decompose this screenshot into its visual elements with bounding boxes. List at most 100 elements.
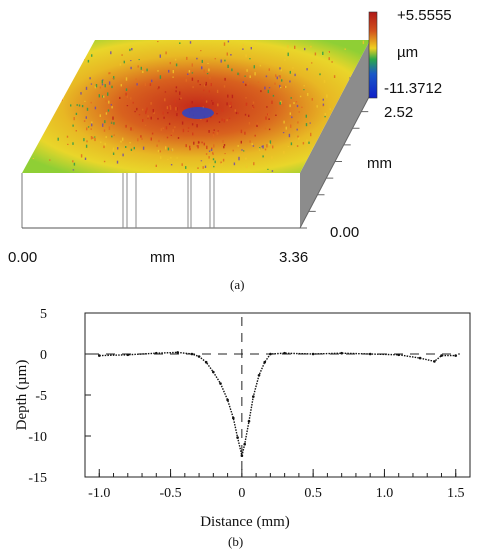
surface-speckle (166, 136, 169, 139)
surface-speckle (275, 114, 277, 116)
surface-speckle (147, 115, 149, 118)
surface-speckle (213, 135, 215, 139)
surface-speckle (266, 106, 268, 108)
surface-speckle (90, 83, 93, 85)
surface-speckle (256, 124, 258, 127)
surface-speckle (247, 83, 249, 86)
surface-speckle (224, 77, 226, 81)
surface-speckle (58, 42, 60, 45)
surface-speckle (204, 165, 207, 168)
surface-speckle (259, 64, 262, 67)
surface-speckle (257, 81, 260, 83)
surface-speckle (254, 72, 256, 76)
surface-speckle (237, 112, 239, 115)
surface-speckle (169, 106, 172, 110)
surface-speckle (306, 68, 308, 71)
surface-speckle (191, 72, 194, 74)
surface-speckle (100, 141, 102, 143)
surface-speckle (40, 51, 42, 54)
surface-speckle (152, 109, 154, 113)
surface-speckle (92, 136, 94, 139)
surface-speckle (85, 116, 87, 119)
surface-speckle (252, 145, 255, 147)
surface-speckle (83, 120, 86, 122)
surface-speckle (205, 100, 208, 103)
surface-speckle (26, 72, 29, 74)
depth-profile-point (368, 352, 372, 356)
surface-x-min-label: 0.00 (8, 249, 37, 266)
surface-speckle (185, 166, 187, 169)
surface-speckle (112, 147, 115, 151)
surface-speckle (296, 128, 298, 131)
surface-speckle (268, 68, 270, 71)
surface-speckle (125, 92, 127, 96)
surface-speckle (223, 146, 225, 149)
surface-speckle (164, 98, 166, 102)
surface-speckle (280, 69, 282, 72)
surface-speckle (54, 66, 57, 68)
surface-speckle (212, 151, 214, 154)
surface-speckle (38, 128, 40, 131)
x-tick-label: -0.5 (159, 486, 181, 501)
surface-speckle (172, 76, 174, 78)
surface-speckle (269, 140, 272, 144)
surface-speckle (265, 116, 267, 120)
surface-speckle (266, 144, 268, 148)
surface-speckle (158, 86, 160, 89)
surface-speckle (199, 84, 201, 86)
surface-speckle (124, 172, 126, 173)
surface-speckle (310, 45, 312, 48)
surface-speckle (262, 145, 264, 149)
surface-speckle (137, 65, 139, 68)
surface-speckle (104, 142, 106, 146)
surface-speckle (84, 157, 87, 160)
depth-profile-point (257, 374, 261, 377)
surface-speckle (129, 48, 131, 52)
surface-speckle (167, 112, 169, 114)
reference-lines (90, 317, 460, 471)
surface-speckle (159, 75, 162, 79)
surface-speckle (326, 94, 328, 98)
surface-speckle (230, 101, 232, 106)
surface-speckle (200, 50, 202, 52)
surface-speckle (293, 102, 295, 105)
surface-speckle (133, 146, 135, 150)
surface-speckle (105, 112, 108, 115)
surface-speckle (75, 130, 77, 132)
surface-speckle (75, 112, 78, 115)
surface-speckle (238, 156, 240, 161)
surface-speckle (153, 111, 155, 115)
surface-speckle (83, 49, 85, 52)
surface-speckle (267, 113, 270, 116)
surface-speckle (231, 68, 233, 72)
surface-speckle (172, 70, 174, 74)
surface-speckle (179, 91, 181, 95)
surface-speckle (76, 104, 78, 106)
surface-speckle (130, 60, 132, 62)
surface-speckle (279, 84, 281, 88)
surface-speckle (288, 133, 291, 138)
surface-speckle (146, 107, 148, 111)
x-tick-label: 1.0 (376, 486, 394, 501)
surface-speckle (83, 59, 85, 61)
surface-speckle (245, 83, 247, 86)
surface-speckle (289, 70, 291, 74)
surface-speckle (99, 86, 102, 89)
surface-speckle (119, 156, 122, 158)
surface-speckle (191, 123, 194, 126)
surface-speckle (240, 129, 243, 134)
surface-speckle (157, 70, 159, 72)
depth-profile-point (340, 351, 344, 355)
surface-speckle (45, 58, 48, 61)
surface-speckle (299, 95, 302, 98)
surface-speckle (62, 69, 64, 73)
surface-speckle (304, 47, 306, 51)
surface-speckle (278, 75, 280, 77)
surface-speckle (309, 122, 311, 124)
depth-profile-point (243, 442, 246, 446)
y-axis-ticks: 5 0 -5 -10 -15 (28, 307, 91, 486)
surface-speckle (287, 52, 289, 57)
surface-speckle (290, 97, 292, 99)
surface-speckle (175, 63, 178, 67)
surface-speckle (168, 106, 171, 110)
